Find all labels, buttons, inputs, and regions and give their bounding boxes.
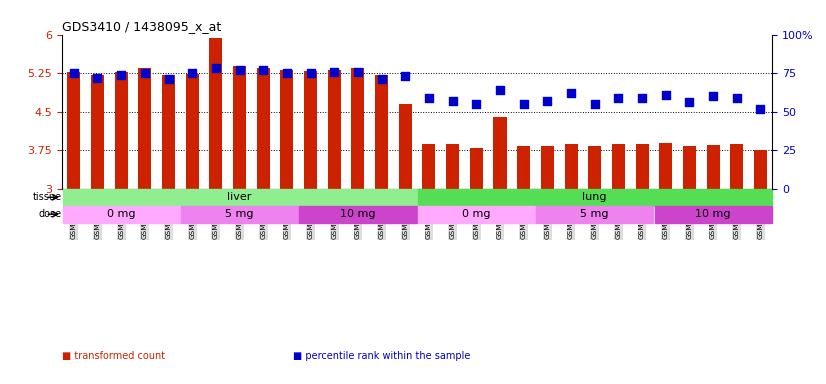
Text: tissue: tissue: [33, 192, 62, 202]
Text: dose: dose: [39, 209, 62, 219]
Bar: [470, 148, 483, 189]
Point: [399, 73, 412, 79]
Point: [233, 67, 246, 73]
Point: [588, 101, 601, 107]
Point: [375, 76, 388, 82]
Bar: [418, 206, 535, 223]
Text: 5 mg: 5 mg: [225, 209, 254, 219]
Bar: [730, 144, 743, 189]
Text: 0 mg: 0 mg: [107, 209, 135, 219]
Point: [730, 95, 743, 101]
Bar: [541, 146, 554, 189]
Point: [683, 99, 696, 106]
Bar: [63, 189, 416, 206]
Point: [635, 95, 648, 101]
Point: [470, 101, 483, 107]
Point: [351, 68, 364, 74]
Point: [91, 74, 104, 81]
Bar: [280, 70, 293, 189]
Point: [304, 70, 317, 76]
Text: GDS3410 / 1438095_x_at: GDS3410 / 1438095_x_at: [62, 20, 221, 33]
Bar: [138, 68, 151, 189]
Bar: [209, 38, 222, 189]
Point: [115, 71, 128, 78]
Bar: [162, 75, 175, 189]
Bar: [399, 104, 412, 189]
Point: [541, 98, 554, 104]
Point: [257, 67, 270, 73]
Point: [209, 65, 222, 71]
Bar: [299, 206, 416, 223]
Point: [138, 70, 151, 76]
Point: [612, 95, 625, 101]
Bar: [588, 146, 601, 189]
Text: lung: lung: [582, 192, 607, 202]
Bar: [257, 68, 270, 189]
Bar: [181, 206, 298, 223]
Point: [706, 93, 719, 99]
Bar: [115, 72, 128, 189]
Bar: [517, 146, 530, 189]
Point: [564, 90, 577, 96]
Point: [422, 95, 435, 101]
Bar: [754, 150, 767, 189]
Point: [493, 87, 506, 93]
Point: [186, 70, 199, 76]
Bar: [422, 144, 435, 189]
Point: [280, 70, 293, 76]
Text: ■ transformed count: ■ transformed count: [62, 351, 165, 361]
Bar: [706, 145, 719, 189]
Point: [162, 76, 175, 82]
Bar: [654, 206, 771, 223]
Point: [328, 68, 341, 74]
Bar: [63, 206, 180, 223]
Bar: [612, 144, 625, 189]
Bar: [233, 66, 246, 189]
Bar: [67, 71, 80, 189]
Text: 10 mg: 10 mg: [340, 209, 376, 219]
Text: 0 mg: 0 mg: [462, 209, 491, 219]
Text: 10 mg: 10 mg: [695, 209, 731, 219]
Point: [67, 70, 80, 76]
Bar: [493, 117, 506, 189]
Bar: [375, 75, 388, 189]
Bar: [564, 144, 577, 189]
Bar: [351, 68, 364, 189]
Bar: [418, 189, 771, 206]
Bar: [536, 206, 653, 223]
Bar: [659, 142, 672, 189]
Bar: [186, 74, 199, 189]
Point: [754, 106, 767, 112]
Bar: [304, 71, 317, 189]
Bar: [683, 146, 696, 189]
Text: 5 mg: 5 mg: [581, 209, 609, 219]
Point: [659, 92, 672, 98]
Bar: [446, 144, 459, 189]
Point: [517, 101, 530, 107]
Bar: [91, 75, 104, 189]
Point: [446, 98, 459, 104]
Bar: [328, 70, 341, 189]
Text: ■ percentile rank within the sample: ■ percentile rank within the sample: [293, 351, 471, 361]
Bar: [635, 144, 648, 189]
Text: liver: liver: [227, 192, 252, 202]
